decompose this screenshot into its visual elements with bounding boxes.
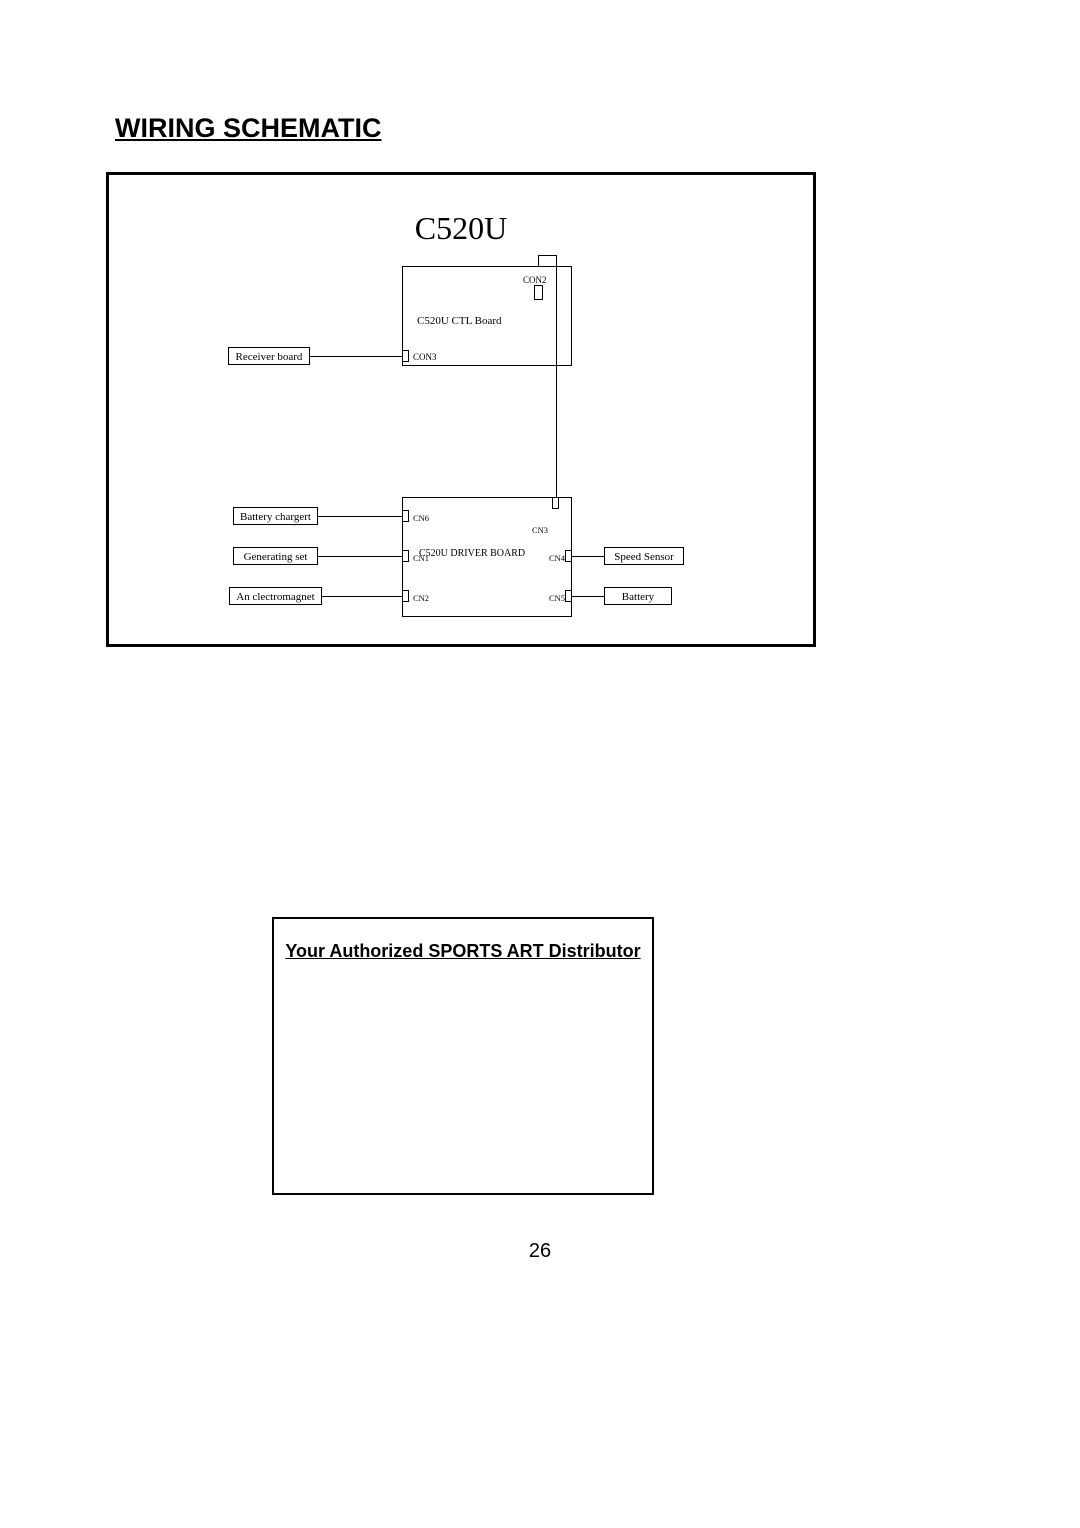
wire [318, 556, 402, 557]
con2-port [534, 285, 543, 300]
wire [538, 255, 539, 266]
page-number: 26 [0, 1240, 1080, 1263]
electromagnet-box: An clectromagnet [229, 587, 322, 605]
cn3-label: CN3 [532, 525, 548, 535]
con3-port [402, 350, 409, 362]
cn2-port [402, 590, 409, 602]
battery-box: Battery [604, 587, 672, 605]
cn2-label: CN2 [413, 593, 429, 603]
con2-label: CON2 [523, 275, 547, 285]
distributor-box: Your Authorized SPORTS ART Distributor [272, 917, 654, 1195]
wire [310, 356, 402, 357]
receiver-board-box: Receiver board [228, 347, 310, 365]
battery-charger-box: Battery chargert [233, 507, 318, 525]
cn3-port [552, 497, 559, 509]
con3-label: CON3 [413, 352, 437, 362]
cn5-label: CN5 [549, 593, 565, 603]
wire [318, 516, 402, 517]
driver-board-label: C520U DRIVER BOARD [419, 548, 525, 559]
cn1-port [402, 550, 409, 562]
wire [556, 255, 557, 497]
cn4-label: CN4 [549, 553, 565, 563]
wire [538, 255, 556, 256]
cn6-port [402, 510, 409, 522]
schematic-frame: C520U C520U CTL Board CON2 CON3 Receiver… [106, 172, 816, 647]
wire [572, 596, 604, 597]
cn1-label: CN1 [413, 553, 429, 563]
schematic-model: C520U [109, 210, 813, 247]
cn5-port [565, 590, 572, 602]
distributor-title: Your Authorized SPORTS ART Distributor [274, 941, 652, 962]
page-title: WIRING SCHEMATIC [115, 113, 381, 144]
speed-sensor-box: Speed Sensor [604, 547, 684, 565]
cn4-port [565, 550, 572, 562]
generating-set-box: Generating set [233, 547, 318, 565]
wire [572, 556, 604, 557]
wire [322, 596, 402, 597]
cn6-label: CN6 [413, 513, 429, 523]
ctl-board-label: C520U CTL Board [417, 315, 502, 327]
